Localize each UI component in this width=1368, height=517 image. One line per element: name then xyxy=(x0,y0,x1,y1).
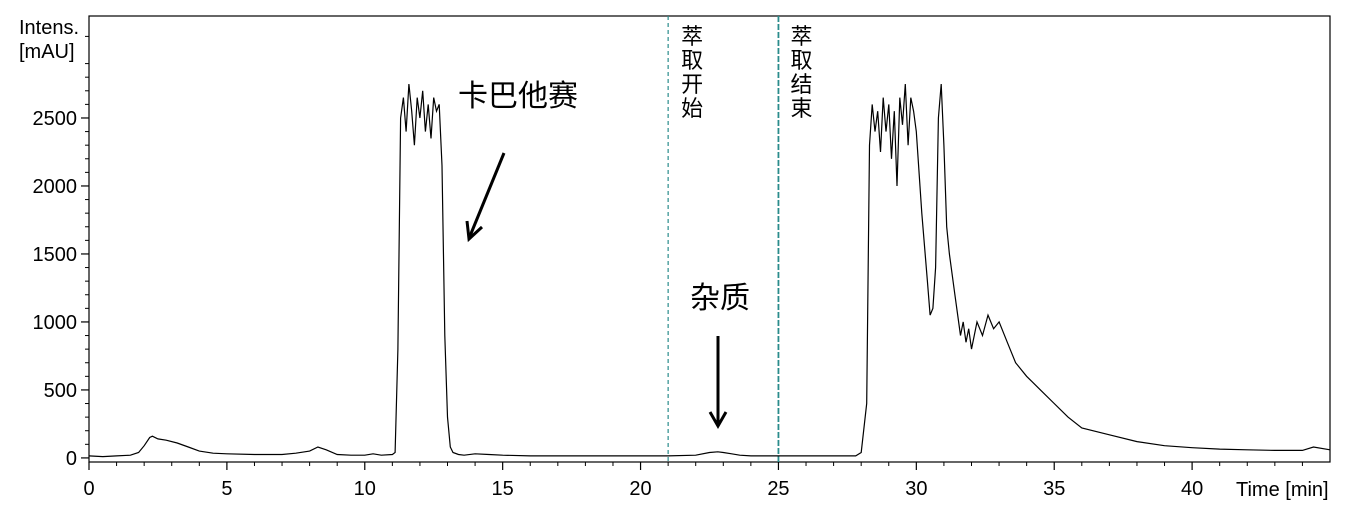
x-tick-label: 10 xyxy=(354,478,376,500)
vertical-label-char: 萃 xyxy=(681,25,703,50)
y-axis-title-line2: [mAU] xyxy=(19,41,75,63)
x-axis-ticks: 0 5 10 15 20 25 30 35 40 xyxy=(83,462,1203,500)
extract-end-label: 萃取结束 xyxy=(790,25,812,122)
x-tick-label: 0 xyxy=(83,478,94,500)
y-tick-label: 1000 xyxy=(33,312,78,334)
y-tick-label: 0 xyxy=(66,448,77,470)
y-axis-title-line1: Intens. xyxy=(19,17,79,39)
chromatogram-trace xyxy=(88,83,1331,458)
impurity-label: 杂质 xyxy=(690,281,750,316)
y-axis-ticks: 0 500 1000 1500 2000 2500 xyxy=(33,108,89,470)
minor-ticks xyxy=(85,35,1303,466)
vertical-label-char: 始 xyxy=(681,97,703,122)
x-tick-label: 40 xyxy=(1181,478,1203,500)
vertical-label-char: 结 xyxy=(790,73,812,98)
x-tick-label: 15 xyxy=(492,478,514,500)
x-tick-label: 20 xyxy=(629,478,651,500)
y-tick-label: 1500 xyxy=(33,244,78,266)
x-tick-label: 25 xyxy=(767,478,789,500)
y-tick-label: 500 xyxy=(44,380,77,402)
plot-frame xyxy=(88,15,1331,463)
vertical-label-char: 开 xyxy=(681,73,703,98)
extraction-markers xyxy=(667,16,780,462)
x-axis-title: Time [min] xyxy=(1236,479,1329,501)
vertical-label-char: 取 xyxy=(681,49,703,74)
extract-start-label: 萃取开始 xyxy=(681,25,703,122)
x-tick-label: 35 xyxy=(1043,478,1065,500)
carbazole-label: 卡巴他赛 xyxy=(458,79,578,114)
x-tick-label: 5 xyxy=(221,478,232,500)
carbazole-arrow xyxy=(465,152,506,243)
impurity-arrow xyxy=(708,336,728,430)
x-tick-label: 30 xyxy=(905,478,927,500)
y-tick-label: 2000 xyxy=(33,176,78,198)
vertical-label-char: 束 xyxy=(790,97,812,122)
vertical-label-char: 取 xyxy=(790,49,812,74)
y-tick-label: 2500 xyxy=(33,108,78,130)
vertical-label-char: 萃 xyxy=(790,25,812,50)
